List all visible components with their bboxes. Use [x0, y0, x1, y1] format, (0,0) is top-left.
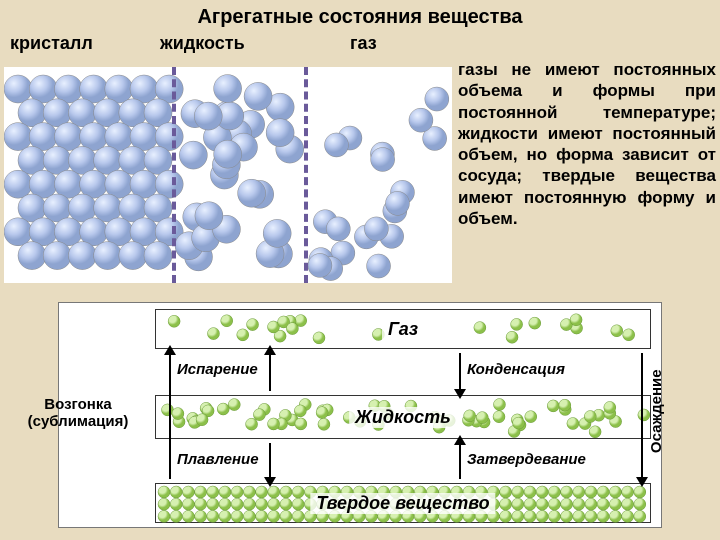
state-solid-label: Твердое вещество	[310, 493, 495, 514]
state-gas-label: Газ	[382, 319, 424, 340]
description-block: газы не имеют постоянных объема и формы …	[458, 59, 716, 229]
state-gas: Газ	[155, 309, 651, 349]
label-evaporation: Испарение	[177, 361, 258, 378]
arrow-evaporation	[269, 353, 271, 391]
label-gas: газ	[350, 33, 377, 54]
label-crystal: кристалл	[10, 33, 93, 54]
label-solidification: Затвердевание	[467, 451, 586, 468]
label-sublimation-l2: (сублимация)	[28, 413, 129, 430]
phase-diagram: Газ Жидкость Твердое вещество Испарение …	[58, 302, 662, 528]
arrow-deposition	[641, 353, 643, 479]
desc-gases: газы не имеют постоянных объема и формы …	[458, 60, 716, 122]
particles-illustration	[4, 67, 452, 283]
top-section: кристалл жидкость газ газы не имеют пост…	[0, 31, 720, 285]
label-deposition: Осаждение	[649, 361, 666, 461]
arrow-sublimation	[169, 353, 171, 479]
state-liquid-label: Жидкость	[349, 407, 457, 428]
state-solid: Твердое вещество	[155, 483, 651, 523]
label-sublimation: Возгонка (сублимация)	[5, 397, 151, 430]
label-sublimation-l1: Возгонка	[44, 396, 111, 413]
divider-1	[172, 67, 176, 283]
page-title: Агрегатные состояния вещества	[0, 0, 720, 31]
divider-2	[304, 67, 308, 283]
state-liquid: Жидкость	[155, 395, 651, 439]
arrow-solidification	[459, 443, 461, 479]
label-liquid: жидкость	[160, 33, 245, 54]
arrow-condensation	[459, 353, 461, 391]
label-melting: Плавление	[177, 451, 259, 468]
label-condensation: Конденсация	[467, 361, 565, 378]
arrow-melting	[269, 443, 271, 479]
